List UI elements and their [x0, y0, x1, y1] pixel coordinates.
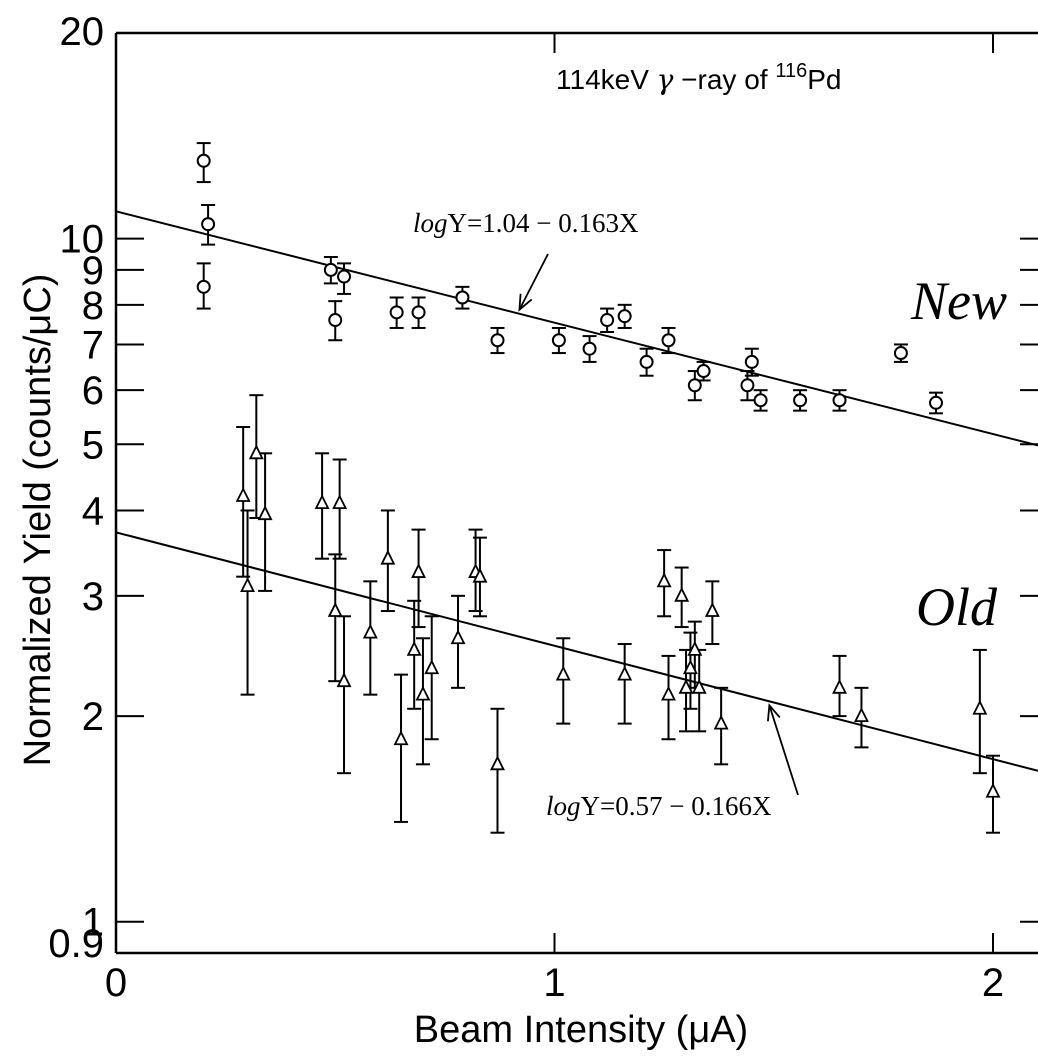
data-point-new: [753, 393, 768, 408]
plot-frame: [114, 31, 1038, 955]
data-point-old: [704, 602, 720, 617]
data-point-old: [362, 623, 378, 639]
y-tick-label: 2: [82, 695, 104, 739]
data-point-new: [323, 262, 338, 277]
fit-line-new: [115, 210, 1038, 447]
fit-line-old: [115, 531, 1038, 772]
x-tick-label: 0: [105, 961, 127, 1005]
y-tick-label: 6: [82, 369, 104, 413]
y-tick-label: 5: [82, 423, 104, 467]
series-label-new: New: [910, 271, 1007, 331]
data-point-old: [336, 672, 352, 688]
data-point-new: [196, 153, 211, 168]
data-point-old: [450, 629, 466, 645]
data-point-new: [337, 269, 352, 284]
fit-arrow-old: [767, 703, 799, 796]
data-point-new: [661, 333, 676, 348]
data-point-old: [424, 659, 440, 675]
data-point-old: [555, 665, 571, 681]
data-point-old: [472, 567, 488, 583]
data-point-old: [490, 755, 505, 771]
data-point-old: [327, 602, 343, 617]
data-point-new: [455, 290, 470, 305]
arrow-head: [767, 703, 781, 722]
y-tick-label: 3: [82, 575, 104, 619]
data-point-new: [696, 364, 711, 379]
data-point-old: [332, 494, 348, 510]
data-point-new: [490, 333, 505, 348]
data-point-old: [415, 685, 431, 701]
data-point-old: [972, 699, 988, 715]
fit-label-old: logY=0.57 − 0.166X: [546, 791, 772, 821]
data-point-new: [617, 309, 632, 324]
data-point-old: [393, 730, 409, 746]
data-point-old: [314, 494, 330, 510]
x-tick-label: 2: [982, 961, 1004, 1005]
y-tick-label: 0.9: [48, 922, 104, 966]
data-point-new: [740, 378, 755, 393]
chart-title: 114keV γ −ray of 116Pd: [556, 60, 841, 96]
data-point-new: [600, 313, 615, 328]
fit-arrow-new: [518, 253, 549, 312]
y-tick-label: 8: [82, 284, 104, 328]
data-point-old: [985, 782, 1001, 798]
y-tick-label: 9: [82, 249, 104, 293]
data-point-new: [639, 354, 654, 369]
data-point-new: [832, 393, 847, 408]
x-axis-title: Beam Intensity (μA): [414, 1009, 748, 1051]
y-tick-label: 10: [60, 218, 105, 262]
data-point-new: [582, 341, 597, 356]
data-point-old: [656, 572, 672, 588]
data-point-old: [240, 577, 256, 592]
data-point-new: [928, 395, 943, 410]
x-tick-label: 1: [543, 961, 565, 1005]
data-point-old: [235, 486, 251, 502]
fit-label-new: logY=1.04 − 0.163X: [413, 208, 639, 238]
y-tick-label: 4: [82, 489, 104, 533]
data-point-old: [674, 586, 690, 602]
data-point-old: [661, 685, 676, 701]
arrow-shaft: [518, 253, 549, 311]
series-label-old: Old: [916, 577, 998, 637]
data-point-new: [196, 279, 211, 294]
data-point-old: [687, 640, 703, 656]
data-point-old: [678, 678, 694, 694]
y-tick-label: 1: [82, 901, 104, 945]
data-point-new: [328, 313, 343, 328]
data-point-old: [257, 505, 273, 521]
data-point-new: [411, 305, 426, 320]
data-point-new: [551, 333, 566, 348]
data-point-old: [380, 549, 396, 565]
data-point-new: [793, 393, 808, 408]
data-point-new: [744, 354, 759, 369]
fit-lines: [115, 210, 1038, 772]
data-point-old: [248, 444, 264, 460]
fit-annotation-arrows: [518, 253, 799, 796]
data-point-new: [893, 346, 908, 361]
data-point-old: [682, 659, 698, 675]
data-point-old: [691, 678, 707, 694]
data-point-old: [406, 640, 422, 656]
data-point-new: [201, 217, 216, 232]
data-point-old: [713, 714, 729, 730]
data-point-old: [617, 665, 633, 681]
data-point-old: [853, 707, 869, 723]
data-point-new: [687, 378, 702, 393]
y-axis-title: Normalized Yield (counts/μC): [17, 274, 59, 767]
arrow-head: [518, 293, 533, 312]
data-point-old: [832, 678, 847, 694]
y-tick-label: 7: [82, 323, 104, 367]
y-tick-label: 20: [60, 10, 105, 54]
data-markers: [196, 153, 1001, 798]
data-point-old: [411, 563, 427, 578]
data-point-new: [389, 305, 404, 320]
chart-labels: 114keV γ −ray of 116Pd Beam Intensity (μ…: [17, 60, 1007, 1051]
arrow-shaft: [768, 705, 799, 796]
